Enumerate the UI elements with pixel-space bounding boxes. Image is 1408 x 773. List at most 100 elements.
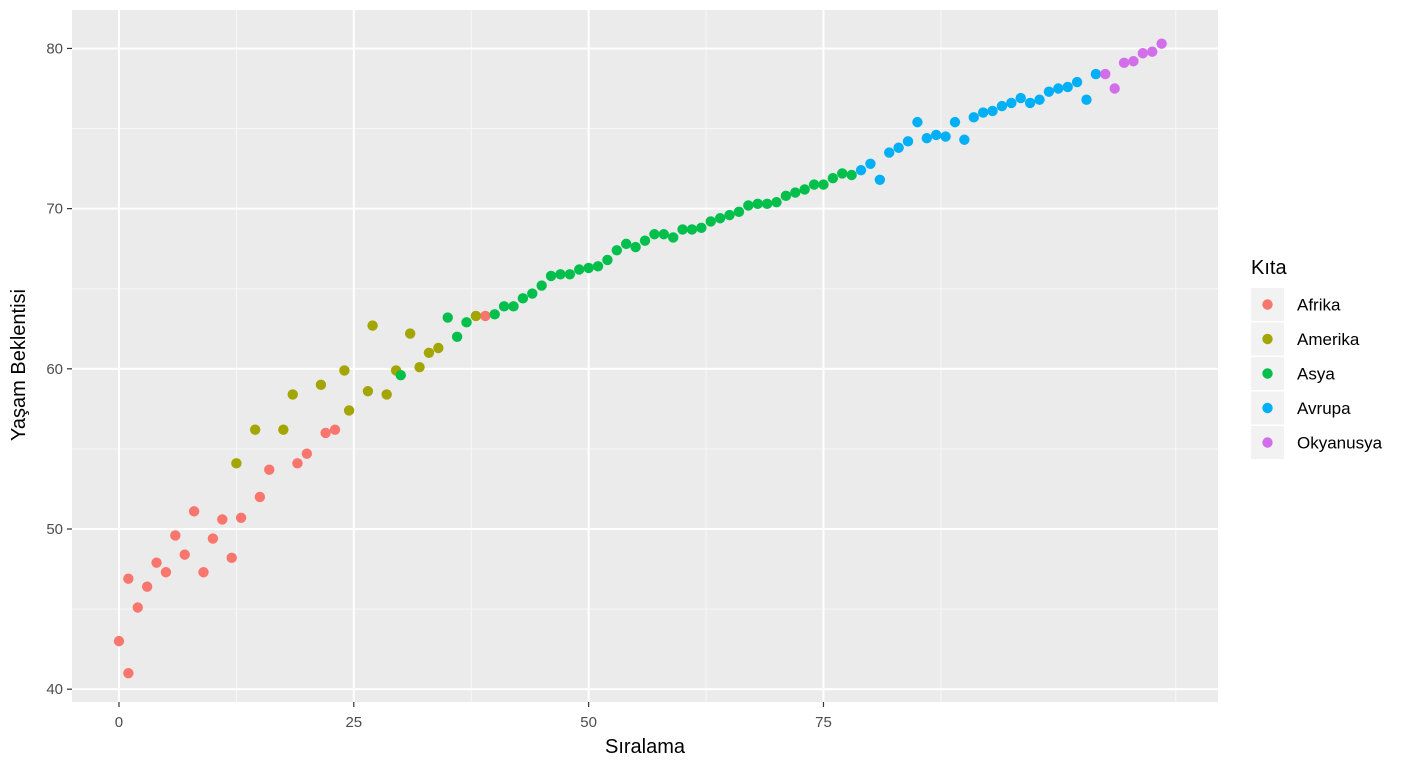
data-point xyxy=(517,293,529,304)
data-point xyxy=(1128,56,1139,67)
data-point xyxy=(508,301,519,312)
legend-title: Kıta xyxy=(1251,257,1287,279)
data-point xyxy=(752,198,763,210)
data-point xyxy=(686,224,698,235)
y-axis: 40 50 60 70 80 xyxy=(46,40,72,698)
data-point xyxy=(639,235,651,246)
data-point xyxy=(404,328,416,339)
data-point xyxy=(884,147,895,158)
data-point xyxy=(827,172,839,184)
data-point xyxy=(132,602,143,613)
y-tick-label: 80 xyxy=(46,40,63,57)
data-point xyxy=(433,342,444,354)
data-point xyxy=(381,389,392,400)
data-point xyxy=(724,209,735,221)
x-tick-label: 75 xyxy=(815,714,832,731)
data-point xyxy=(123,667,134,679)
data-point xyxy=(123,573,134,584)
data-point xyxy=(902,136,914,147)
data-point xyxy=(1024,97,1036,109)
legend-key-point xyxy=(1262,368,1273,379)
data-point xyxy=(292,458,303,469)
data-point xyxy=(151,557,162,568)
data-point xyxy=(630,241,641,253)
data-point xyxy=(188,506,200,517)
data-point xyxy=(921,132,933,144)
data-point xyxy=(865,158,876,169)
data-point xyxy=(602,254,613,266)
x-tick-label: 0 xyxy=(115,714,123,731)
data-point xyxy=(320,427,331,439)
major-gridlines xyxy=(72,10,1218,702)
data-point xyxy=(451,331,463,342)
data-point xyxy=(574,264,585,275)
data-point xyxy=(790,187,801,198)
data-point xyxy=(987,105,998,117)
legend-key-point xyxy=(1262,402,1273,414)
y-axis-label: Yaşam Beklentisi xyxy=(8,289,30,441)
data-point xyxy=(733,206,745,218)
data-point xyxy=(930,129,942,141)
data-point xyxy=(367,320,378,331)
data-point xyxy=(170,530,181,541)
data-point xyxy=(677,224,688,235)
data-point xyxy=(264,464,275,475)
y-tick-label: 70 xyxy=(46,201,63,218)
data-point xyxy=(1100,68,1111,80)
data-point xyxy=(254,491,266,503)
data-point xyxy=(977,107,989,118)
data-point xyxy=(461,317,472,328)
data-point xyxy=(414,362,425,373)
data-point xyxy=(592,261,604,272)
data-point xyxy=(658,229,669,240)
data-point xyxy=(1081,94,1092,105)
data-point xyxy=(489,309,500,320)
data-point xyxy=(940,131,951,142)
data-point xyxy=(1034,94,1045,105)
x-axis-label: Sıralama xyxy=(605,736,686,758)
data-point xyxy=(1053,83,1064,94)
data-point xyxy=(874,174,886,185)
data-point xyxy=(198,567,209,578)
data-point xyxy=(545,270,557,282)
data-point xyxy=(837,168,848,179)
data-point xyxy=(1147,46,1158,57)
data-point xyxy=(583,262,594,274)
data-point xyxy=(968,112,979,123)
data-point xyxy=(1137,48,1149,59)
data-point xyxy=(480,310,491,322)
x-axis: 0 25 50 75 xyxy=(115,702,832,731)
data-point xyxy=(818,179,829,190)
data-point xyxy=(362,386,374,397)
data-point xyxy=(217,514,228,525)
data-point xyxy=(235,512,247,523)
data-point xyxy=(287,389,298,400)
legend-key-point xyxy=(1262,299,1273,310)
data-point xyxy=(649,229,660,240)
data-point xyxy=(780,190,792,202)
data-point xyxy=(893,142,904,153)
data-point xyxy=(611,245,623,256)
data-point xyxy=(442,312,453,323)
data-point xyxy=(527,288,538,299)
data-point xyxy=(761,198,773,210)
data-point xyxy=(423,347,435,358)
data-point xyxy=(179,549,190,560)
legend-key-point xyxy=(1262,437,1273,448)
data-point xyxy=(846,169,857,181)
data-point xyxy=(231,458,242,469)
data-point xyxy=(621,238,632,250)
data-point xyxy=(714,213,726,224)
legend-key-point xyxy=(1262,333,1273,345)
data-point xyxy=(1118,57,1130,69)
data-point xyxy=(141,581,153,592)
data-point xyxy=(339,365,350,376)
data-point xyxy=(113,635,125,647)
data-point xyxy=(996,100,1008,112)
data-point xyxy=(536,280,547,291)
data-point xyxy=(771,197,782,208)
plot-panel xyxy=(72,10,1218,702)
data-points xyxy=(113,38,1167,679)
